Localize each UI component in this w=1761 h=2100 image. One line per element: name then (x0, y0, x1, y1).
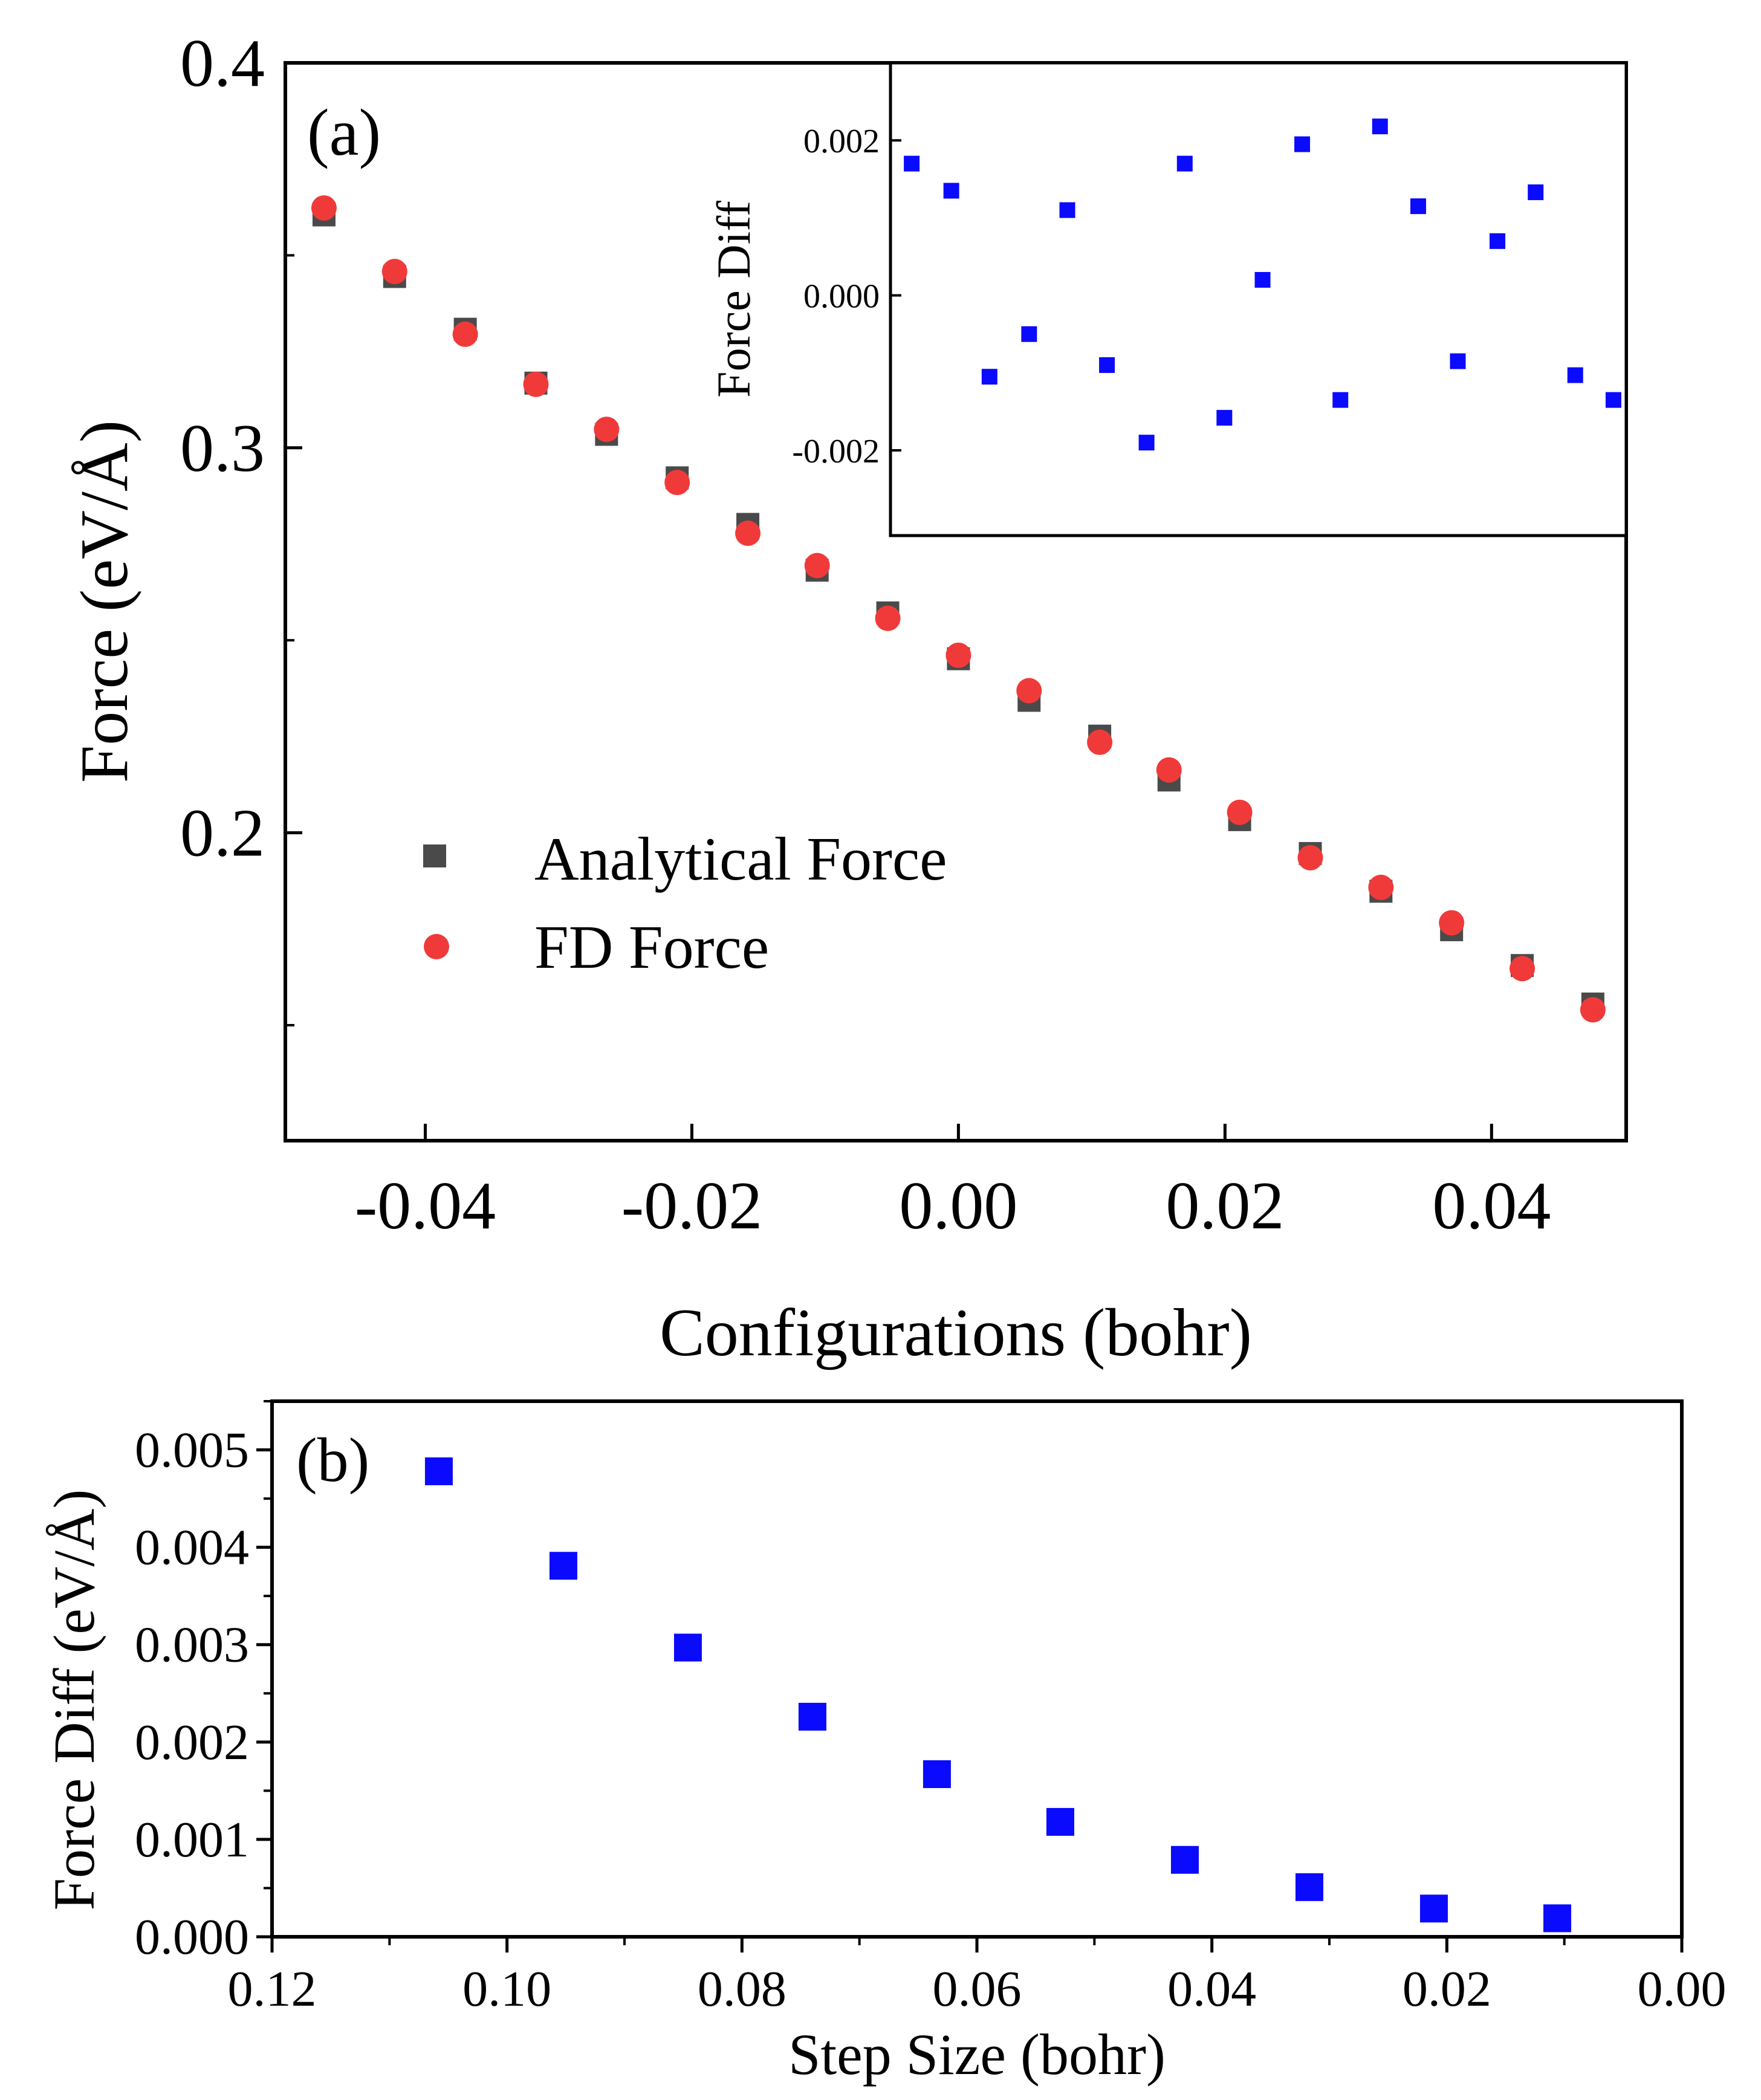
inset-force-diff-point (1332, 392, 1349, 408)
fd-force-point (875, 605, 901, 631)
panel-a-x-axis-title: Configurations (bohr) (660, 1295, 1252, 1370)
inset-force-diff-point (1490, 233, 1506, 249)
panel-b-y-tick-label: 0.005 (135, 1422, 249, 1479)
inset-force-diff-point (981, 369, 997, 385)
panel-b-force-diff-point (1046, 1807, 1074, 1836)
legend-marker-fd-force (424, 934, 449, 959)
legend-label-analytical-force: Analytical Force (534, 825, 947, 893)
fd-force-point (1087, 729, 1113, 755)
panel-b-force-diff-point (1295, 1873, 1323, 1901)
inset-force-diff-point (1528, 184, 1544, 201)
panel-a-x-tick-label: 0.02 (1166, 1168, 1284, 1243)
panel-b-y-tick-label: 0.003 (135, 1617, 249, 1673)
fd-force-point (381, 259, 407, 285)
panel-b-y-ticks: 0.000 0.001 0.002 0.003 0.004 0.005 (135, 1422, 272, 1965)
panel-a-x-tick-label: -0.04 (355, 1168, 496, 1243)
fd-force-point (1580, 997, 1606, 1023)
inset-force-diff-point (904, 155, 920, 172)
inset-force-diff-point (1254, 271, 1271, 288)
panel-b-force-diff-point (1543, 1904, 1572, 1933)
panel-a-chart: -0.04 -0.02 0.00 0.02 0.04 0.2 0.3 0.4 (a) Con… (67, 26, 1628, 1370)
inset-force-diff-point (1216, 410, 1233, 426)
fd-force-point (1297, 844, 1323, 870)
panel-a-y-ticks: 0.2 0.3 0.4 (180, 26, 302, 871)
panel-b-y-axis-title: Force Diff (eV/Å) (42, 1489, 106, 1911)
panel-b-force-diff-point (923, 1760, 951, 1788)
panel-b-label: (b) (296, 1425, 369, 1495)
inset-force-diff-point (943, 183, 959, 199)
inset-y-tick-label: 0.000 (803, 278, 880, 316)
inset-force-diff-point (1294, 136, 1311, 152)
fd-force-point (452, 321, 478, 347)
inset-force-diff-series (904, 118, 1621, 451)
panel-a-label: (a) (307, 96, 381, 169)
inset-force-diff-point (1450, 353, 1466, 369)
fd-force-point (594, 416, 620, 442)
panel-b-y-tick-label: 0.001 (135, 1812, 249, 1868)
inset-force-diff-point (1605, 392, 1621, 408)
inset-force-diff-point (1138, 435, 1155, 451)
inset-force-diff-point (1176, 155, 1193, 172)
panel-a-x-tick-label: -0.02 (621, 1168, 762, 1243)
panel-b-y-tick-label: 0.004 (135, 1520, 249, 1576)
panel-b-force-diff-point (798, 1702, 826, 1731)
inset-frame (889, 61, 1628, 537)
panel-a-y-tick-label: 0.3 (180, 411, 265, 486)
panel-b-force-diff-point (673, 1633, 702, 1662)
fd-force-point (523, 371, 549, 397)
panel-a-y-tick-label: 0.2 (180, 796, 265, 871)
inset-y-axis-title: Force Diff (707, 201, 760, 398)
panel-b-x-tick-label: 0.00 (1638, 1961, 1727, 2017)
panel-b-y-tick-label: 0.000 (135, 1909, 249, 1965)
fd-force-point (1016, 678, 1042, 704)
panel-b-x-tick-label: 0.04 (1167, 1961, 1256, 2017)
fd-force-point (1510, 956, 1536, 982)
panel-b-force-diff-point (549, 1552, 577, 1580)
fd-force-point (1227, 799, 1253, 825)
inset-force-diff-point (1567, 367, 1583, 383)
legend-marker-analytical-force (423, 844, 446, 867)
panel-a-x-tick-label: 0.00 (899, 1168, 1017, 1243)
inset-force-diff-point (1410, 198, 1426, 215)
panel-b-x-tick-label: 0.06 (933, 1961, 1022, 2017)
panel-b-x-ticks: 0.12 0.10 0.08 0.06 0.04 0.02 0.00 (228, 1937, 1727, 2017)
inset-y-tick-label: 0.002 (803, 123, 880, 160)
inset-force-diff-point (1059, 202, 1075, 218)
panel-b-chart: 0.12 0.10 0.08 0.06 0.04 0.02 0.00 0.0000.0010… (42, 1399, 1727, 2087)
fd-force-point (1368, 874, 1394, 900)
fd-force-point (1439, 910, 1465, 936)
panel-a-legend: Analytical Force FD Force (423, 825, 947, 982)
fd-force-point (311, 195, 337, 221)
inset-y-tick-label: -0.002 (792, 433, 880, 470)
legend-label-fd-force: FD Force (534, 913, 769, 982)
fd-force-point (664, 470, 690, 496)
panel-a-y-tick-label: 0.4 (180, 26, 265, 101)
inset-force-diff-point (1021, 326, 1037, 342)
inset-force-diff-point (1372, 118, 1388, 135)
panel-b-x-tick-label: 0.12 (228, 1961, 317, 2017)
panel-b-y-tick-label: 0.002 (135, 1714, 249, 1771)
panel-b-x-tick-label: 0.08 (698, 1961, 786, 2017)
fd-force-series (311, 195, 1606, 1023)
panel-a-y-axis-title: Force (eV/Å) (67, 420, 142, 783)
inset-y-ticks: -0.002 0.000 0.002 (792, 123, 901, 470)
panel-b-x-tick-label: 0.02 (1403, 1961, 1491, 2017)
panel-a-x-ticks: -0.04 -0.02 0.00 0.02 0.04 (355, 1124, 1551, 1243)
panel-b-force-diff-point (424, 1457, 453, 1485)
panel-b-frame (270, 1399, 1684, 1939)
fd-force-point (1156, 757, 1182, 783)
panel-b-force-diff-point (1419, 1894, 1448, 1923)
inset-force-diff-point (1099, 357, 1115, 373)
fd-force-point (945, 643, 971, 669)
fd-force-point (804, 553, 830, 578)
fd-force-point (735, 520, 761, 546)
panel-a-x-tick-label: 0.04 (1432, 1168, 1551, 1243)
panel-b-x-tick-label: 0.10 (462, 1961, 551, 2017)
inset-chart: -0.002 0.000 0.002 Force Diff (707, 61, 1628, 537)
panel-b-x-axis-title: Step Size (bohr) (788, 2022, 1166, 2087)
panel-b-force-diff-point (1170, 1846, 1199, 1874)
panel-b-force-diff-series (424, 1457, 1572, 1933)
